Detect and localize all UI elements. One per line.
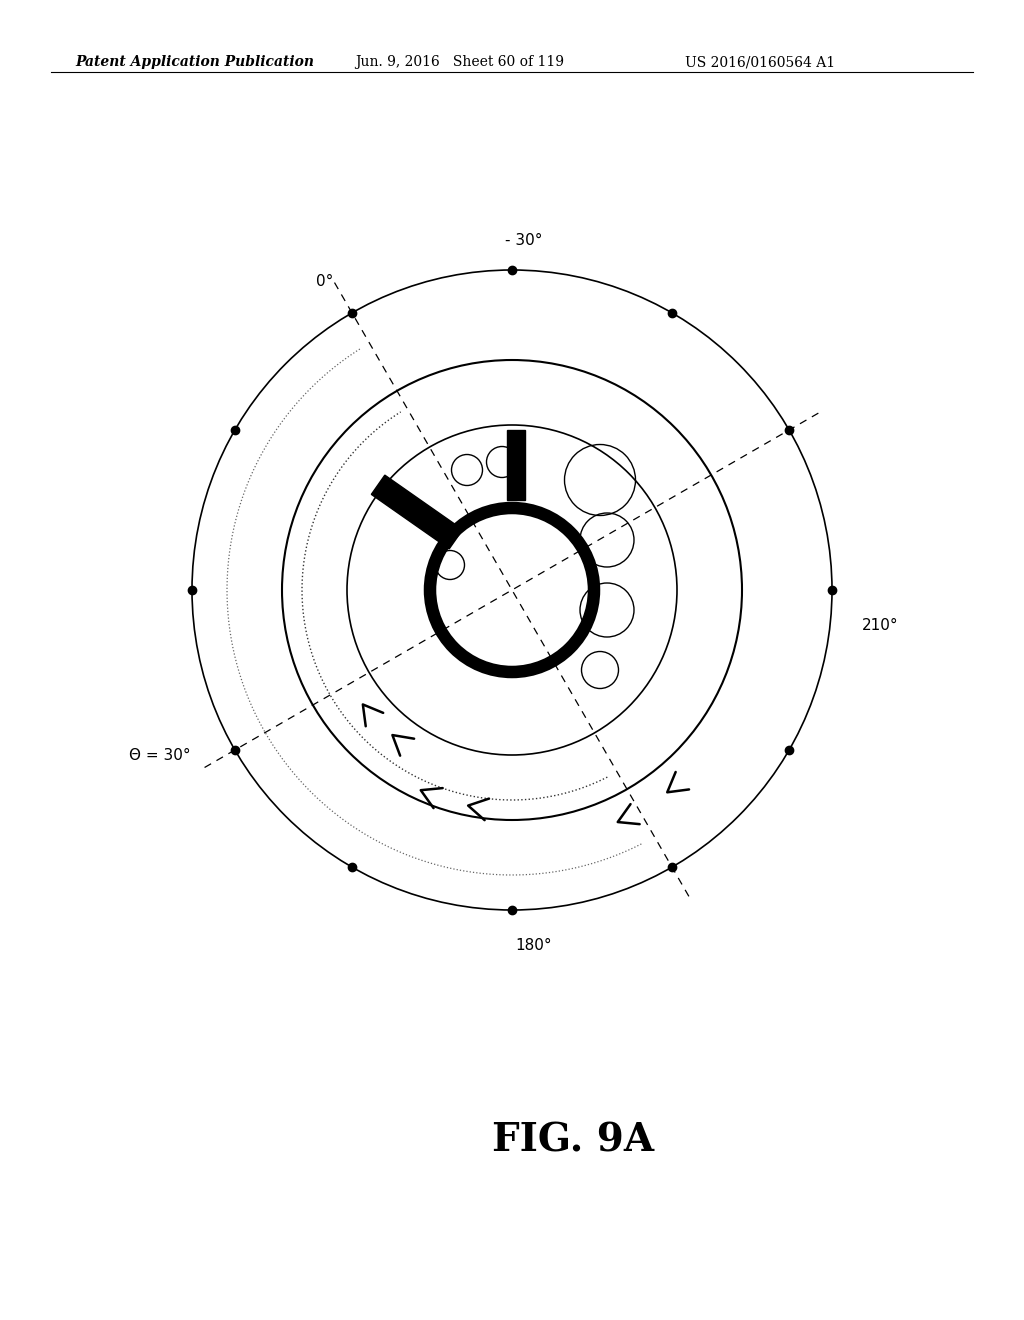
Text: 210°: 210°	[862, 618, 899, 632]
Text: Patent Application Publication: Patent Application Publication	[75, 55, 314, 69]
Text: FIG. 9A: FIG. 9A	[493, 1121, 654, 1159]
Text: Θ = 30°: Θ = 30°	[129, 747, 190, 763]
Text: 180°: 180°	[516, 939, 552, 953]
Text: 0°: 0°	[315, 273, 333, 289]
Polygon shape	[372, 475, 463, 549]
Text: Jun. 9, 2016   Sheet 60 of 119: Jun. 9, 2016 Sheet 60 of 119	[355, 55, 564, 69]
Text: - 30°: - 30°	[505, 234, 543, 248]
Text: US 2016/0160564 A1: US 2016/0160564 A1	[685, 55, 836, 69]
FancyBboxPatch shape	[507, 430, 524, 500]
